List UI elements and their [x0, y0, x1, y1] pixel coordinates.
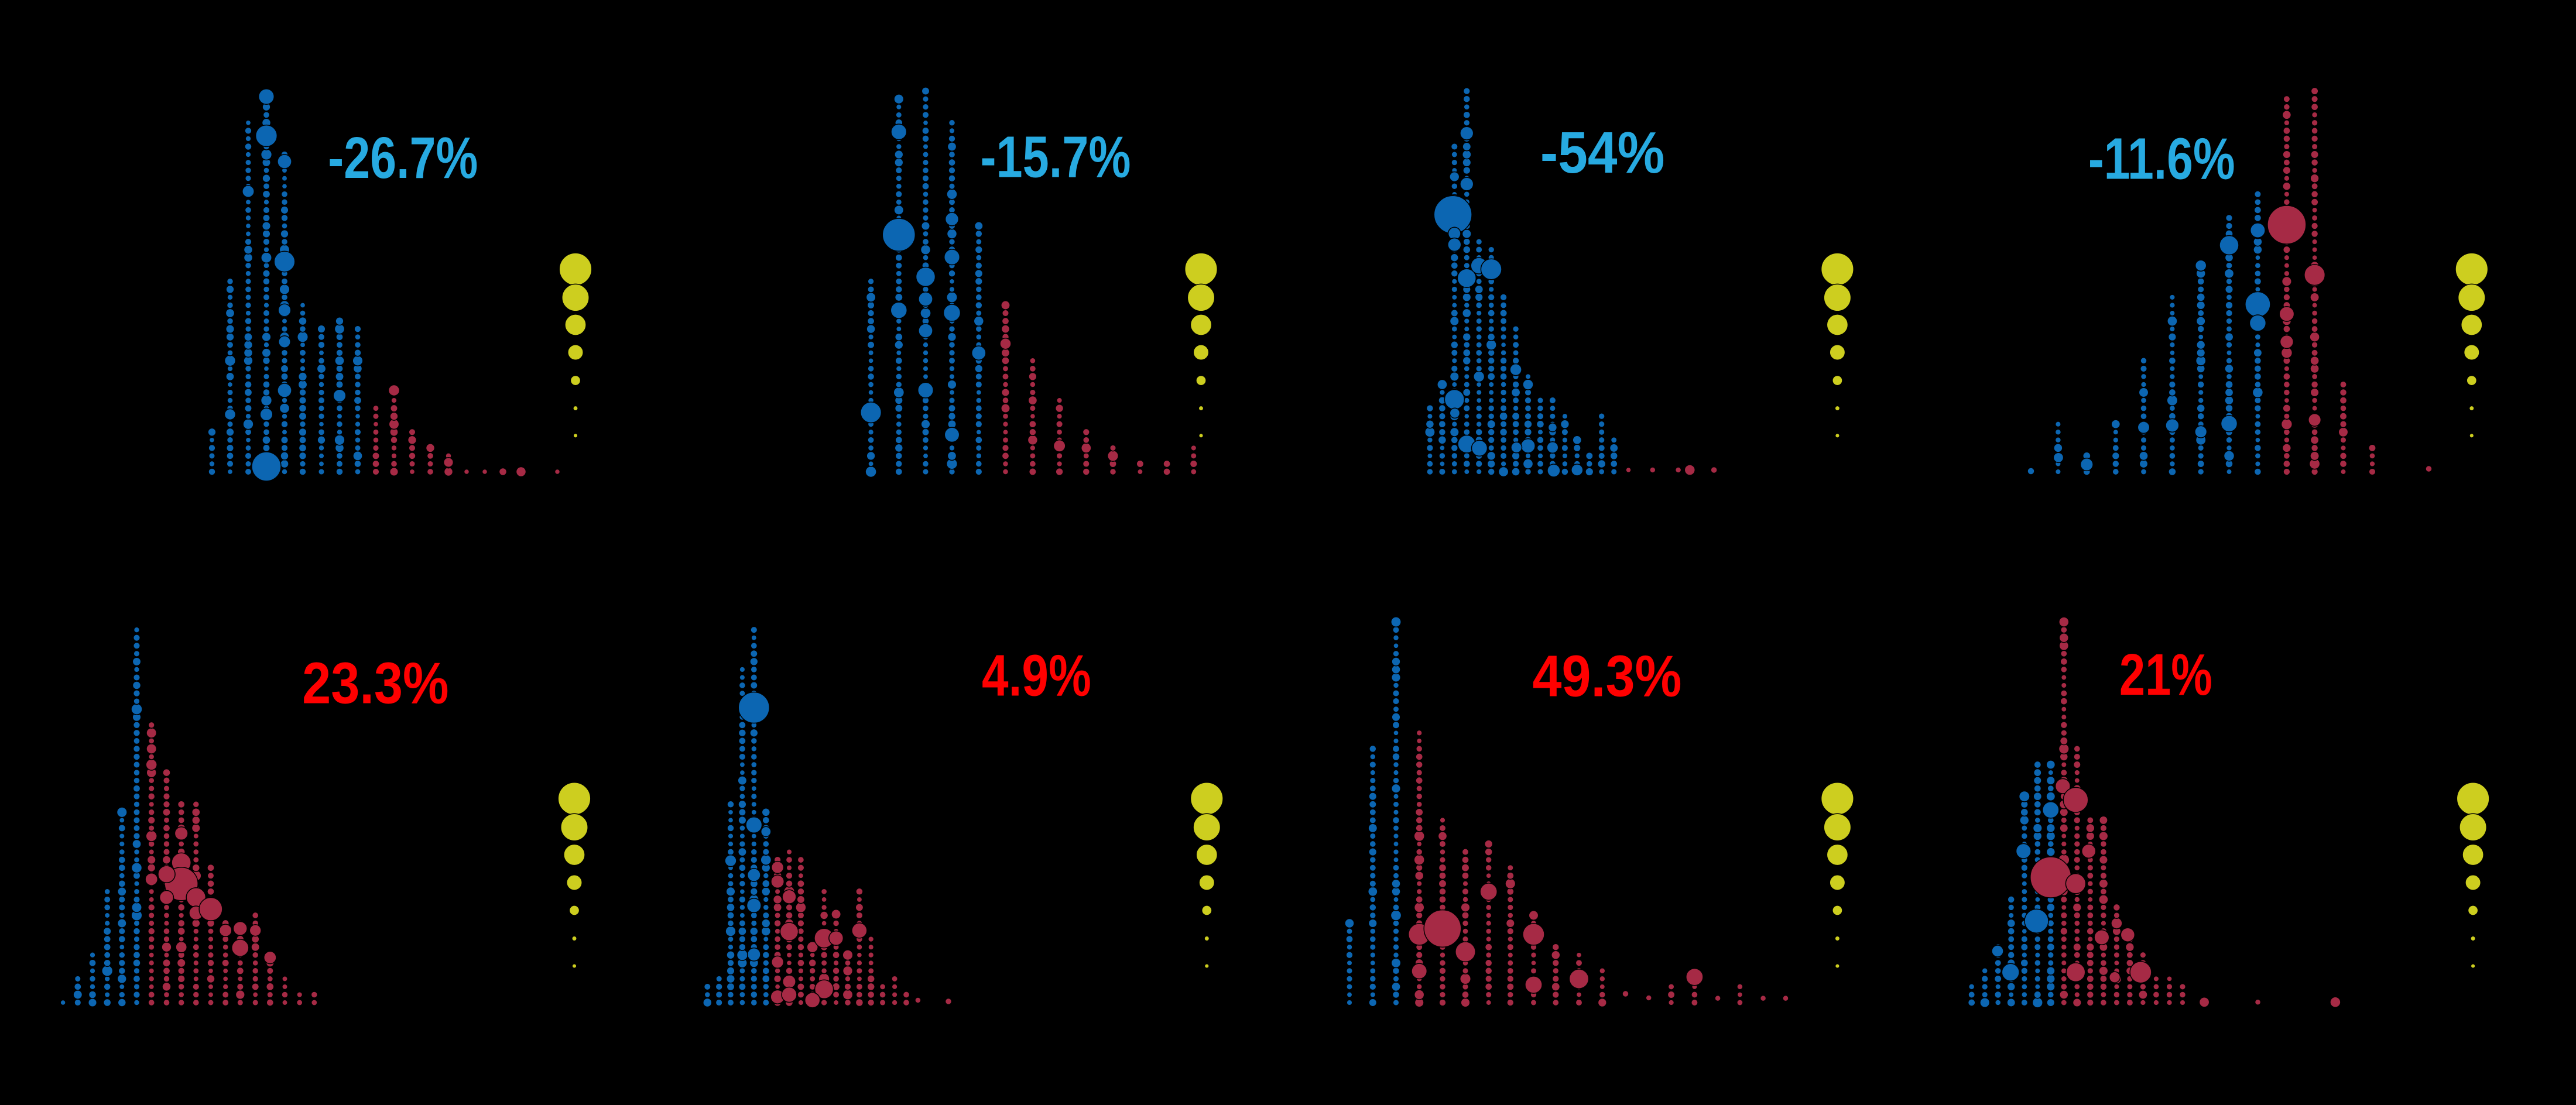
svg-text:-15.7%: -15.7%	[981, 125, 1131, 190]
svg-text:-11.6%: -11.6%	[2088, 126, 2235, 192]
svg-text:4.9%: 4.9%	[982, 643, 1091, 708]
svg-text:-26.7%: -26.7%	[328, 125, 478, 191]
svg-text:21%: 21%	[2119, 642, 2212, 708]
svg-text:23.3%: 23.3%	[302, 650, 448, 716]
svg-text:-54%: -54%	[1540, 120, 1665, 186]
svg-text:49.3%: 49.3%	[1533, 643, 1682, 709]
